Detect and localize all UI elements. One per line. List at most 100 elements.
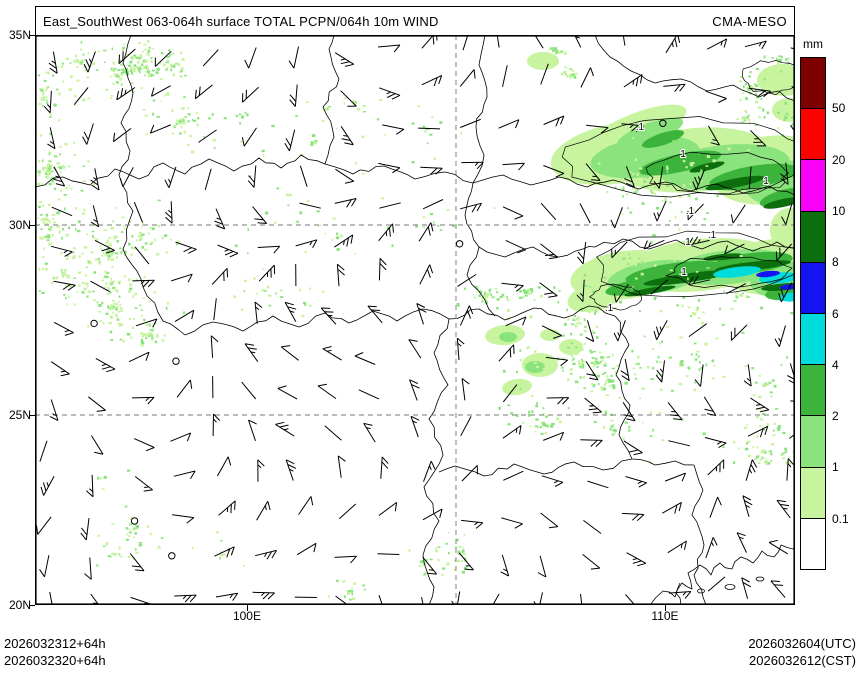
wind-barb (426, 268, 431, 278)
wind-barb (456, 337, 465, 345)
wind-barb (501, 282, 524, 287)
precip-speckle (134, 307, 138, 309)
wind-barb (168, 209, 173, 214)
wind-barb (458, 552, 474, 571)
wind-barb (780, 282, 793, 303)
precip-speckle (106, 275, 109, 279)
precip-speckle (697, 355, 700, 358)
wind-barb (430, 167, 438, 175)
precip-speckle (82, 98, 86, 102)
precip-speckle (105, 282, 108, 285)
wind-barb (629, 124, 634, 129)
precip-speckle (533, 298, 536, 301)
precip-speckle (180, 108, 184, 111)
precip-speckle (166, 251, 168, 254)
precip-speckle (609, 427, 612, 431)
precip-speckle (44, 262, 48, 265)
precip-speckle (558, 420, 562, 424)
precip-speckle (149, 226, 152, 229)
weather-map: .111.1.111.1 (35, 35, 795, 605)
precip-speckle (264, 290, 267, 292)
precip-speckle (572, 319, 576, 321)
precip-speckle (105, 542, 109, 545)
wind-barb (514, 215, 524, 220)
calm-wind-circle (130, 517, 139, 525)
precip-speckle (461, 559, 464, 562)
wind-barb (90, 221, 99, 228)
precip-speckle (588, 311, 592, 314)
wind-barb (46, 482, 49, 487)
wind-barb (350, 555, 357, 564)
precip-speckle (527, 291, 530, 295)
precip-speckle (744, 83, 747, 85)
precip-speckle (95, 238, 99, 241)
precip-speckle (457, 305, 460, 308)
wind-barb (128, 351, 150, 363)
precip-speckle (165, 93, 169, 96)
precip-speckle (110, 95, 113, 97)
precip-contour (645, 151, 789, 195)
precip-speckle (45, 184, 48, 187)
precip-speckle (348, 598, 352, 601)
wind-barb (613, 332, 619, 342)
precip-speckle (124, 68, 128, 70)
precip-speckle (463, 287, 466, 290)
precip-speckle (246, 252, 249, 255)
wind-barb (548, 295, 558, 298)
precip-speckle (737, 447, 740, 450)
precip-speckle (191, 546, 194, 550)
precip-speckle (165, 69, 168, 71)
precip-speckle (148, 46, 151, 49)
precip-speckle (740, 75, 743, 79)
precip-speckle (133, 317, 135, 320)
wind-barb (540, 202, 557, 221)
precip-speckle (104, 270, 108, 273)
wind-barb (244, 343, 259, 362)
precip-speckle (694, 175, 698, 179)
precip-speckle (481, 296, 484, 300)
wind-barb (151, 87, 155, 97)
wind-barb (275, 423, 295, 437)
precip-speckle (614, 370, 618, 374)
province-border (118, 35, 186, 336)
wind-barb (53, 166, 66, 187)
wind-barb (471, 204, 478, 213)
wind-barb (427, 572, 437, 575)
y-axis-label: 35N (8, 28, 31, 42)
precip-speckle (262, 268, 264, 271)
wind-barb (456, 338, 460, 361)
precip-speckle (557, 301, 560, 304)
wind-barb (50, 245, 73, 253)
wind-barb (433, 77, 438, 87)
wind-barb (687, 239, 710, 246)
precip-speckle (603, 362, 607, 365)
precip-speckle (592, 351, 596, 353)
colorbar-tick-label: 1 (832, 460, 839, 475)
precip-speckle (114, 288, 117, 291)
wind-barb (87, 396, 106, 411)
precip-speckle (45, 222, 49, 225)
precip-speckle (170, 64, 174, 68)
precip-speckle (112, 220, 115, 223)
precip-speckle (621, 213, 624, 216)
wind-barb (461, 378, 470, 385)
precip-speckle (132, 69, 136, 73)
precip-speckle (690, 353, 693, 356)
precip-speckle (592, 364, 595, 368)
precip-speckle (128, 535, 131, 538)
precip-speckle (574, 324, 578, 328)
wind-barb (778, 325, 786, 347)
precip-speckle (116, 318, 120, 321)
precip-blob (756, 270, 780, 278)
precip-speckle (579, 376, 582, 379)
wind-barb (687, 203, 704, 221)
precip-speckle (484, 295, 489, 298)
precip-speckle (177, 240, 180, 243)
precip-speckle (773, 73, 775, 76)
precip-speckle (48, 160, 52, 163)
precip-speckle (478, 294, 481, 298)
precip-speckle (195, 112, 199, 115)
wind-barb (143, 489, 153, 492)
precip-speckle (222, 553, 226, 556)
wind-barb (39, 440, 48, 462)
